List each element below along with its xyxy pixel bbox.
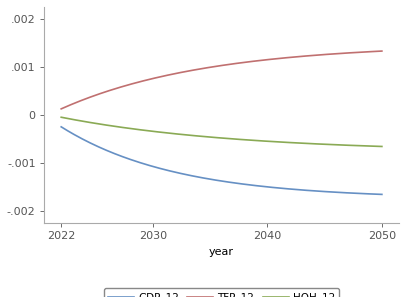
HOH_12 [351, 144, 356, 147]
TFP_12 [59, 107, 64, 111]
HOH_12 [78, 119, 83, 123]
TFP_12 [72, 102, 77, 105]
GDP_12 [351, 192, 356, 195]
HOH_12 [118, 125, 123, 129]
TFP_12 [118, 85, 123, 89]
TFP_12 [362, 50, 367, 54]
GDP_12 [78, 136, 83, 140]
Line: GDP_12: GDP_12 [61, 127, 381, 195]
Line: TFP_12: TFP_12 [61, 51, 381, 109]
HOH_12 [59, 116, 64, 119]
Legend: GDP_12, TFP_12, HOH_12: GDP_12, TFP_12, HOH_12 [103, 288, 339, 297]
X-axis label: year: year [209, 247, 233, 257]
GDP_12 [59, 125, 64, 129]
HOH_12 [379, 145, 384, 148]
TFP_12 [78, 99, 83, 102]
GDP_12 [72, 133, 77, 136]
TFP_12 [351, 51, 356, 54]
TFP_12 [144, 78, 149, 82]
GDP_12 [379, 193, 384, 196]
Line: HOH_12: HOH_12 [61, 117, 381, 146]
HOH_12 [144, 129, 149, 132]
GDP_12 [118, 154, 123, 158]
GDP_12 [144, 163, 149, 166]
HOH_12 [362, 144, 367, 148]
TFP_12 [379, 49, 384, 53]
GDP_12 [362, 192, 367, 195]
HOH_12 [72, 118, 77, 121]
